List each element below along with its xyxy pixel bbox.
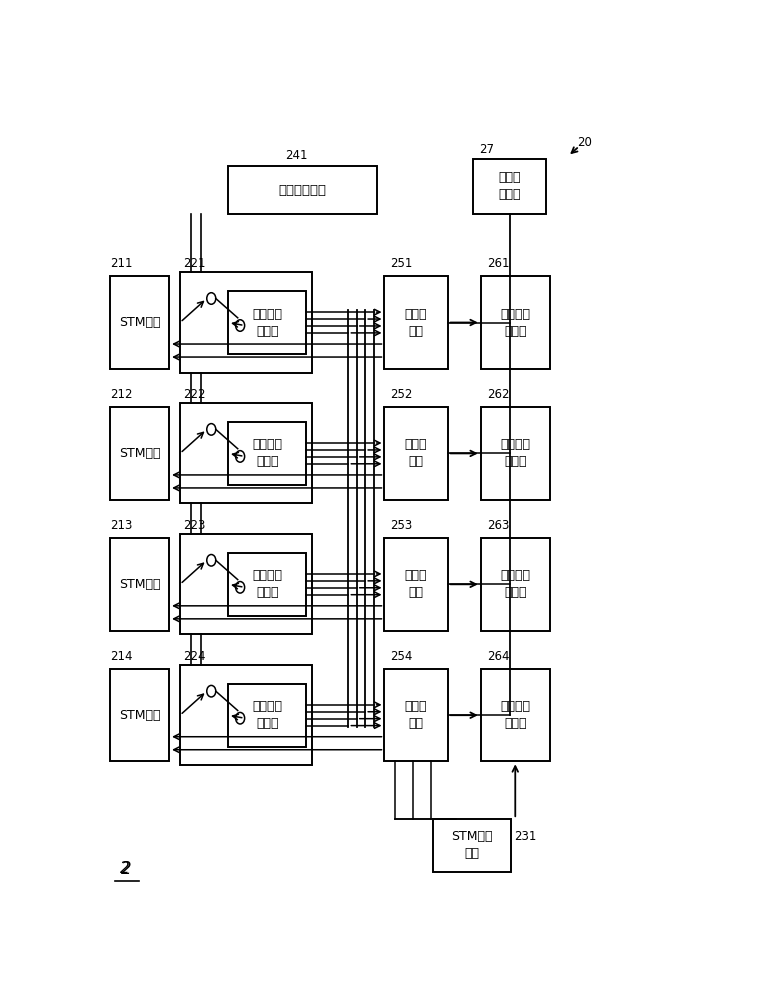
Bar xyxy=(228,553,307,616)
Circle shape xyxy=(206,424,216,435)
Text: 采样保持
子单元: 采样保持 子单元 xyxy=(501,700,530,730)
Circle shape xyxy=(206,685,216,697)
Bar xyxy=(110,538,169,631)
Bar xyxy=(384,407,448,500)
Bar xyxy=(480,538,550,631)
Text: 切换子
单元: 切换子 单元 xyxy=(405,569,428,599)
Bar xyxy=(480,669,550,761)
Circle shape xyxy=(206,555,216,566)
Text: 211: 211 xyxy=(110,257,133,270)
Text: 27: 27 xyxy=(479,143,494,156)
Bar xyxy=(480,407,550,500)
Text: 212: 212 xyxy=(110,388,133,401)
Bar xyxy=(384,276,448,369)
Bar xyxy=(180,534,312,634)
Text: 264: 264 xyxy=(487,650,509,663)
Circle shape xyxy=(236,320,244,331)
Text: 224: 224 xyxy=(183,650,206,663)
Bar xyxy=(110,276,169,369)
Text: 223: 223 xyxy=(183,519,206,532)
Text: STM探针: STM探针 xyxy=(119,447,161,460)
Text: 231: 231 xyxy=(514,830,536,843)
Text: 输运测量单元: 输运测量单元 xyxy=(279,184,327,197)
Text: 241: 241 xyxy=(285,149,307,162)
Text: STM探针: STM探针 xyxy=(119,316,161,329)
Circle shape xyxy=(206,293,216,304)
Circle shape xyxy=(236,451,244,462)
Text: 采样保持
子单元: 采样保持 子单元 xyxy=(501,569,530,599)
Text: 切换子
单元: 切换子 单元 xyxy=(405,438,428,468)
Bar xyxy=(180,665,312,765)
Text: 切换子
单元: 切换子 单元 xyxy=(405,308,428,338)
Bar xyxy=(473,159,546,214)
Text: 263: 263 xyxy=(487,519,509,532)
Text: 253: 253 xyxy=(390,519,413,532)
Text: 2: 2 xyxy=(120,861,130,876)
Text: 254: 254 xyxy=(390,650,413,663)
Circle shape xyxy=(236,712,244,724)
Bar xyxy=(432,819,511,872)
Circle shape xyxy=(236,582,244,593)
Text: STM探针: STM探针 xyxy=(119,578,161,591)
Text: 随穿电流
放大器: 随穿电流 放大器 xyxy=(252,308,282,338)
Bar xyxy=(180,403,312,503)
Bar xyxy=(228,291,307,354)
Text: 213: 213 xyxy=(110,519,133,532)
Text: STM控制
单元: STM控制 单元 xyxy=(451,830,493,860)
Bar xyxy=(110,407,169,500)
Text: 252: 252 xyxy=(390,388,413,401)
Text: 214: 214 xyxy=(110,650,133,663)
Text: 222: 222 xyxy=(183,388,206,401)
Text: 251: 251 xyxy=(390,257,413,270)
Text: 2: 2 xyxy=(121,860,132,878)
Text: 20: 20 xyxy=(577,136,592,149)
Text: 随穿电流
放大器: 随穿电流 放大器 xyxy=(252,569,282,599)
Text: 261: 261 xyxy=(487,257,509,270)
Bar xyxy=(228,422,307,485)
Text: 采样保持
子单元: 采样保持 子单元 xyxy=(501,308,530,338)
Text: 随穿电流
放大器: 随穿电流 放大器 xyxy=(252,438,282,468)
Text: STM探针: STM探针 xyxy=(119,709,161,722)
Text: 切换控
制装置: 切换控 制装置 xyxy=(498,171,521,201)
Text: 切换子
单元: 切换子 单元 xyxy=(405,700,428,730)
Bar xyxy=(180,272,312,373)
Text: 221: 221 xyxy=(183,257,206,270)
Bar xyxy=(228,166,377,214)
Text: 采样保持
子单元: 采样保持 子单元 xyxy=(501,438,530,468)
Text: 262: 262 xyxy=(487,388,509,401)
Bar xyxy=(384,538,448,631)
Bar xyxy=(110,669,169,761)
Text: 随穿电流
放大器: 随穿电流 放大器 xyxy=(252,700,282,730)
Bar xyxy=(384,669,448,761)
Bar xyxy=(480,276,550,369)
Bar xyxy=(228,684,307,747)
